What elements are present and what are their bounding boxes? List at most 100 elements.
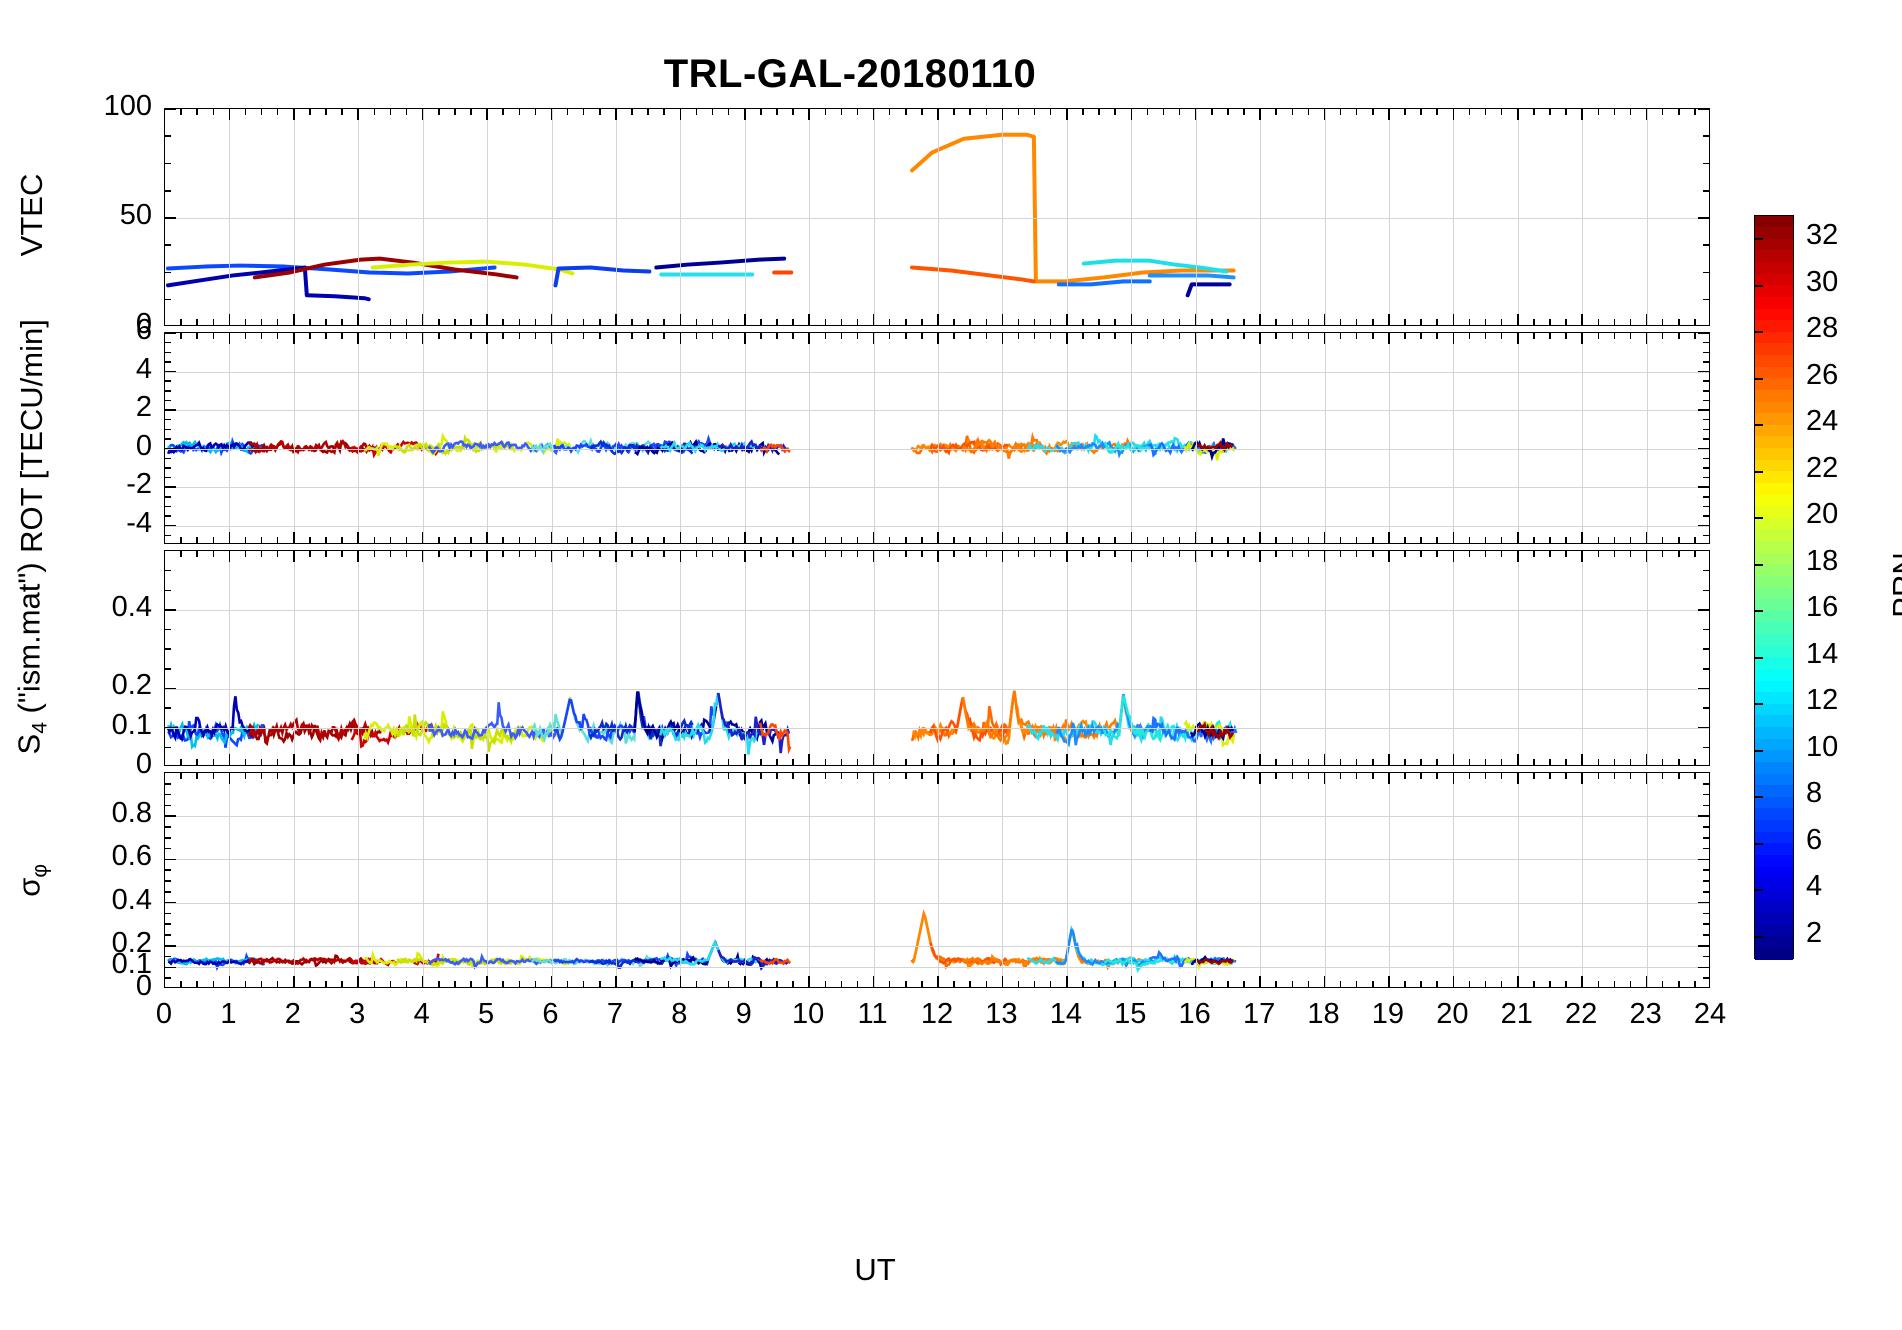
colorbar-segment [1755, 703, 1793, 717]
gridline-v [680, 551, 682, 765]
x-tick-minor [1629, 333, 1632, 339]
x-tick-minor [389, 981, 392, 987]
x-tick-minor [631, 333, 633, 339]
x-tick-major [1194, 532, 1197, 543]
y-tick-minor [1703, 847, 1709, 850]
x-tick-minor [1033, 537, 1036, 543]
x-tick-major [228, 314, 231, 325]
x-tick-minor [1162, 773, 1165, 779]
x-tick-minor [695, 319, 698, 325]
y-tick-label: 0.8 [111, 797, 152, 830]
colorbar-segment [1755, 552, 1793, 566]
x-tick-major [872, 551, 875, 562]
x-tick-minor [582, 551, 585, 557]
gridline-v [1388, 109, 1390, 325]
gridline-v [1646, 109, 1648, 325]
x-tick-major [615, 754, 617, 765]
colorbar-segment [1755, 843, 1793, 856]
x-tick-minor [711, 981, 714, 987]
y-tick-minor [165, 190, 171, 192]
x-tick-major [293, 532, 295, 543]
x-tick-major [679, 754, 682, 765]
colorbar-segment [1755, 820, 1793, 833]
x-tick-minor [985, 537, 988, 543]
colorbar-segment [1755, 366, 1793, 380]
y-tick-minor [1703, 496, 1709, 498]
y-tick-major [1698, 409, 1709, 411]
gridline-v [1002, 773, 1004, 987]
gridline-v [551, 551, 553, 765]
colorbar-prn[interactable] [1754, 215, 1794, 961]
x-tick-minor [260, 333, 263, 339]
y-tick-minor [165, 476, 171, 479]
y-tick-minor [1703, 707, 1709, 709]
x-tick-minor [1082, 319, 1084, 325]
x-tick-minor [1565, 333, 1567, 339]
x-tick-minor [276, 537, 279, 543]
x-tick-minor [438, 981, 440, 987]
x-tick-major [1323, 551, 1326, 562]
colorbar-segment [1755, 273, 1793, 287]
x-tick-major [486, 976, 488, 987]
x-tick-minor [405, 319, 408, 325]
x-tick-minor [438, 537, 440, 543]
x-tick-minor [1275, 773, 1277, 779]
gridline-h [165, 727, 1709, 729]
y-tick-minor [165, 912, 171, 915]
x-tick-label: 6 [542, 998, 559, 1030]
x-tick-minor [502, 109, 504, 115]
colorbar-segment [1755, 436, 1793, 449]
x-tick-minor [534, 319, 537, 325]
data-trace [1196, 720, 1235, 742]
x-tick-major [937, 551, 939, 562]
x-tick-minor [1355, 319, 1358, 325]
x-tick-major [1066, 532, 1068, 543]
x-tick-minor [1661, 109, 1664, 115]
gridline-v [1453, 773, 1455, 987]
x-tick-major [679, 109, 682, 120]
y-tick-minor [165, 668, 171, 670]
x-tick-minor [212, 109, 215, 115]
x-tick-minor [196, 773, 198, 779]
x-tick-minor [1098, 333, 1100, 339]
colorbar-segment [1755, 761, 1793, 775]
x-tick-minor [1178, 551, 1181, 557]
gridline-v [551, 773, 553, 987]
x-tick-major [1066, 976, 1068, 987]
x-tick-minor [921, 759, 923, 765]
x-tick-major [615, 551, 617, 562]
x-tick-minor [856, 551, 859, 557]
x-tick-minor [792, 319, 794, 325]
x-tick-minor [1533, 981, 1535, 987]
x-tick-minor [1033, 773, 1036, 779]
gridline-h [165, 859, 1709, 861]
y-tick-minor [165, 341, 171, 344]
x-tick-minor [695, 773, 698, 779]
x-tick-minor [824, 759, 827, 765]
colorbar-segment [1755, 494, 1793, 508]
x-tick-minor [1082, 773, 1084, 779]
x-tick-minor [647, 537, 649, 543]
x-tick-minor [1484, 551, 1487, 557]
x-tick-major [744, 532, 746, 543]
colorbar-tick [1755, 703, 1763, 706]
x-tick-major [937, 976, 939, 987]
x-tick-minor [518, 319, 521, 325]
x-tick-major [357, 333, 359, 344]
colorbar-segment [1755, 738, 1793, 752]
colorbar-segment [1755, 285, 1793, 298]
x-tick-minor [309, 759, 311, 765]
gridline-v [1646, 773, 1648, 987]
x-tick-minor [647, 773, 649, 779]
x-tick-major [872, 314, 875, 325]
x-tick-minor [1597, 981, 1600, 987]
x-tick-major [1066, 109, 1068, 120]
y-tick-minor [1703, 569, 1709, 572]
y-tick-major [165, 687, 176, 690]
x-tick-minor [1162, 333, 1165, 339]
y-tick-minor [1703, 476, 1709, 479]
y-tick-minor [165, 361, 171, 363]
x-tick-minor [727, 981, 730, 987]
x-tick-minor [582, 981, 585, 987]
x-tick-minor [1162, 981, 1165, 987]
